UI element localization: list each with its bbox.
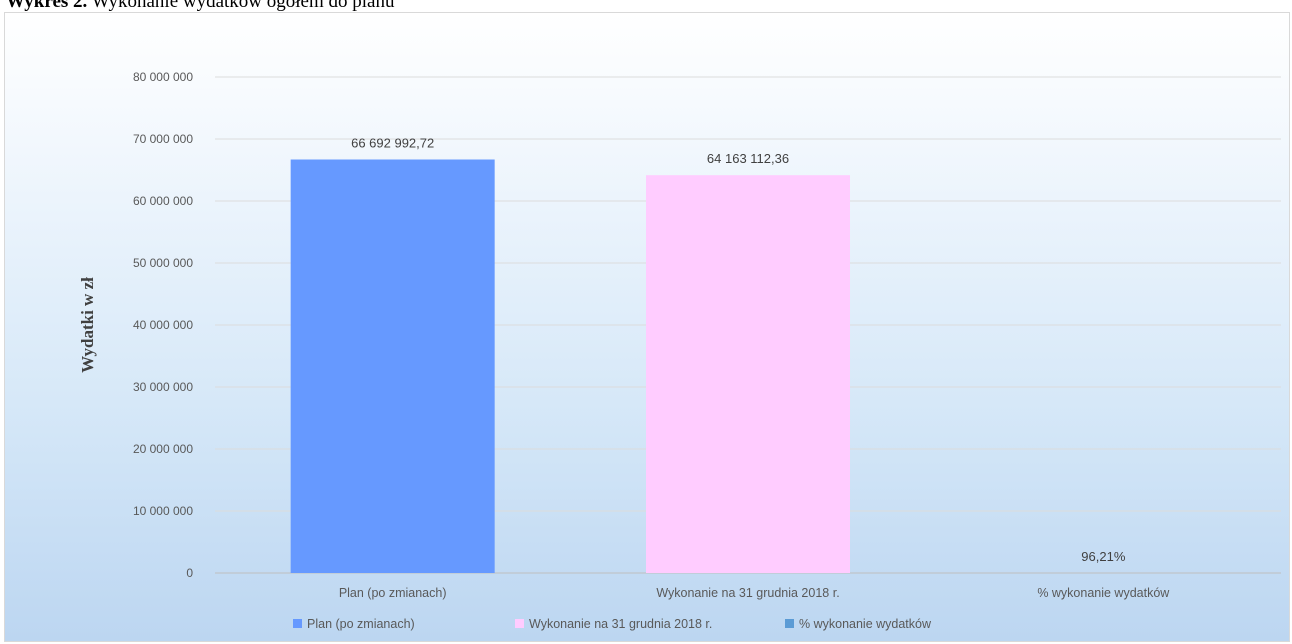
y-tick-label: 70 000 000 xyxy=(133,132,193,146)
legend-swatch-3 xyxy=(785,619,794,628)
bar-1 xyxy=(290,159,495,573)
x-category-label: Wykonanie na 31 grudnia 2018 r. xyxy=(656,586,839,600)
y-tick-label: 60 000 000 xyxy=(133,194,193,208)
bar-2 xyxy=(646,175,850,573)
legend-label-3: % wykonanie wydatków xyxy=(799,617,932,631)
bar-chart: 0 10 000 000 20 000 000 30 000 000 40 000 00… xyxy=(78,70,1281,631)
legend-label-1: Plan (po zmianach) xyxy=(307,617,415,631)
data-label-3: 96,21% xyxy=(1081,549,1126,564)
data-label-2: 64 163 112,36 xyxy=(707,151,789,166)
y-tick-label: 40 000 000 xyxy=(133,318,193,332)
x-category-label: Plan (po zmianach) xyxy=(339,586,447,600)
y-tick-label: 10 000 000 xyxy=(133,504,193,518)
y-tick-label: 50 000 000 xyxy=(133,256,193,270)
chart-area: 0 10 000 000 20 000 000 30 000 000 40 000 00… xyxy=(4,12,1290,642)
chart-caption: Wykres 2. Wykonanie wydatków ogółem do p… xyxy=(6,0,394,13)
legend-swatch-2 xyxy=(515,619,524,628)
y-axis-title: Wydatki w zł xyxy=(78,277,97,373)
y-tick-label: 0 xyxy=(186,566,193,580)
caption-text: Wykonanie wydatków ogółem do planu xyxy=(87,0,395,12)
y-tick-label: 80 000 000 xyxy=(133,70,193,84)
caption-number: Wykres 2. xyxy=(6,0,88,12)
x-category-label: % wykonanie wydatków xyxy=(1037,586,1170,600)
y-tick-label: 20 000 000 xyxy=(133,442,193,456)
y-tick-label: 30 000 000 xyxy=(133,380,193,394)
legend-swatch-1 xyxy=(293,619,302,628)
data-label-1: 66 692 992,72 xyxy=(351,136,434,151)
legend-label-2: Wykonanie na 31 grudnia 2018 r. xyxy=(529,617,712,631)
